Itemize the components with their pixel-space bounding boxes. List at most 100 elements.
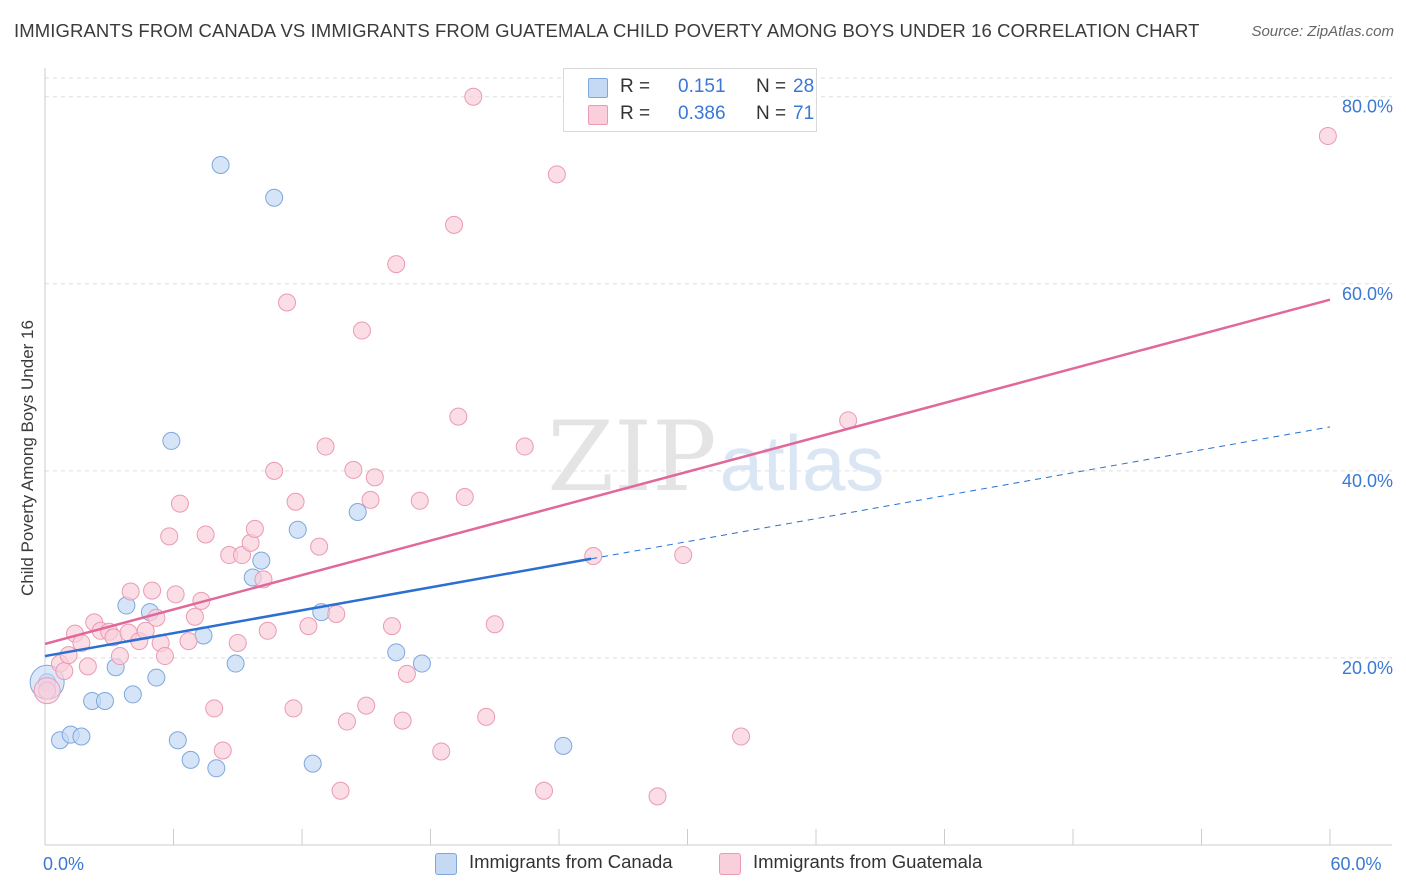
guatemala-point (327, 604, 346, 623)
x-tick-label: 0.0% (43, 854, 84, 874)
y-tick-label: 40.0% (1342, 471, 1393, 491)
y-tick-label: 20.0% (1342, 658, 1393, 678)
legend-n-label: N = (756, 103, 787, 124)
guatemala-point (397, 664, 416, 683)
canada-trend-extension (591, 426, 1331, 560)
guatemala-point (278, 293, 297, 312)
guatemala-point (445, 215, 464, 234)
watermark-atlas: atlas (720, 419, 885, 507)
guatemala-point (1318, 126, 1337, 145)
y-tick-label: 80.0% (1342, 97, 1393, 117)
guatemala-point (299, 617, 318, 636)
guatemala-point (143, 581, 162, 600)
series-guatemala-points (33, 87, 1337, 806)
canada-n-value: 28 (793, 76, 815, 97)
guatemala-r-value: 0.386 (678, 103, 726, 124)
guatemala-point (382, 617, 401, 636)
guatemala-point (258, 621, 277, 640)
watermark: ZIP atlas (547, 401, 884, 513)
canada-point (72, 727, 91, 746)
x-tick-label: 60.0% (1330, 854, 1381, 874)
guatemala-point (674, 546, 693, 565)
guatemala-point (387, 255, 406, 274)
canada-point (252, 551, 271, 570)
guatemala-point (455, 488, 474, 507)
guatemala-point (331, 781, 350, 800)
canada-point (348, 503, 367, 522)
canada-point (211, 155, 230, 174)
canada-point (226, 654, 245, 673)
canada-point (181, 750, 200, 769)
guatemala-point (584, 546, 603, 565)
guatemala-point (166, 585, 185, 604)
guatemala-point (196, 525, 215, 544)
guatemala-point (352, 321, 371, 340)
guatemala-point (477, 707, 496, 726)
guatemala-point (365, 468, 384, 487)
canada-point (95, 691, 114, 710)
guatemala-point (535, 781, 554, 800)
guatemala-point (547, 165, 566, 184)
canada-point (162, 431, 181, 450)
tick-labels: 20.0% 40.0% 60.0% 80.0% 0.0% 60.0% (43, 97, 1393, 874)
guatemala-point (357, 696, 376, 715)
source-credit: Source: ZipAtlas.com (1251, 23, 1394, 40)
guatemala-point (393, 711, 412, 730)
canada-point (123, 685, 142, 704)
guatemala-point (464, 87, 483, 106)
guatemala-legend-label: Immigrants from Guatemala (753, 851, 983, 872)
guatemala-n-value: 71 (793, 103, 815, 124)
canada-point (265, 188, 284, 207)
canada-point (147, 668, 166, 687)
watermark-zip: ZIP (547, 401, 716, 513)
guatemala-point (78, 657, 97, 676)
guatemala-point (316, 437, 335, 456)
correlation-legend: R = 0.151 N = 28 R = 0.386 N = 71 (563, 68, 817, 132)
series-canada-points (29, 155, 573, 778)
guatemala-point (410, 491, 429, 510)
guatemala-point (265, 461, 284, 480)
guatemala-point (344, 460, 363, 479)
guatemala-point (310, 537, 329, 556)
guatemala-point (286, 492, 305, 511)
guatemala-trend-line (44, 298, 1331, 646)
guatemala-point (648, 787, 667, 806)
canada-trend-line (44, 557, 592, 658)
guatemala-point (59, 646, 78, 665)
chart-title: IMMIGRANTS FROM CANADA VS IMMIGRANTS FRO… (14, 20, 1200, 41)
axis-layer (44, 68, 1392, 846)
guatemala-point (55, 662, 74, 681)
canada-legend-swatch (435, 853, 457, 875)
trend-lines (44, 298, 1331, 658)
canada-legend-label: Immigrants from Canada (469, 851, 673, 872)
guatemala-point (185, 607, 204, 626)
canada-swatch (588, 78, 608, 98)
guatemala-point (213, 741, 232, 760)
guatemala-point (155, 647, 174, 666)
guatemala-point (121, 582, 140, 601)
guatemala-point (33, 677, 61, 705)
guatemala-point (361, 490, 380, 509)
guatemala-point (245, 519, 264, 538)
canada-point (554, 736, 573, 755)
guatemala-point (485, 615, 504, 634)
guatemala-point (337, 712, 356, 731)
guatemala-legend-swatch (719, 853, 741, 875)
legend-r-label: R = (620, 103, 651, 124)
canada-point (207, 759, 226, 778)
guatemala-point (515, 437, 534, 456)
guatemala-swatch (588, 105, 608, 125)
canada-point (412, 654, 431, 673)
guatemala-point (228, 633, 247, 652)
guatemala-point (160, 527, 179, 546)
guatemala-point (170, 494, 189, 513)
guatemala-point (179, 632, 198, 651)
legend-r-label: R = (620, 76, 651, 97)
guatemala-point (449, 407, 468, 426)
y-tick-label: 60.0% (1342, 284, 1393, 304)
y-axis-label: Child Poverty Among Boys Under 16 (18, 320, 37, 596)
guatemala-point (205, 699, 224, 718)
canada-point (387, 643, 406, 662)
guatemala-point (233, 546, 252, 565)
